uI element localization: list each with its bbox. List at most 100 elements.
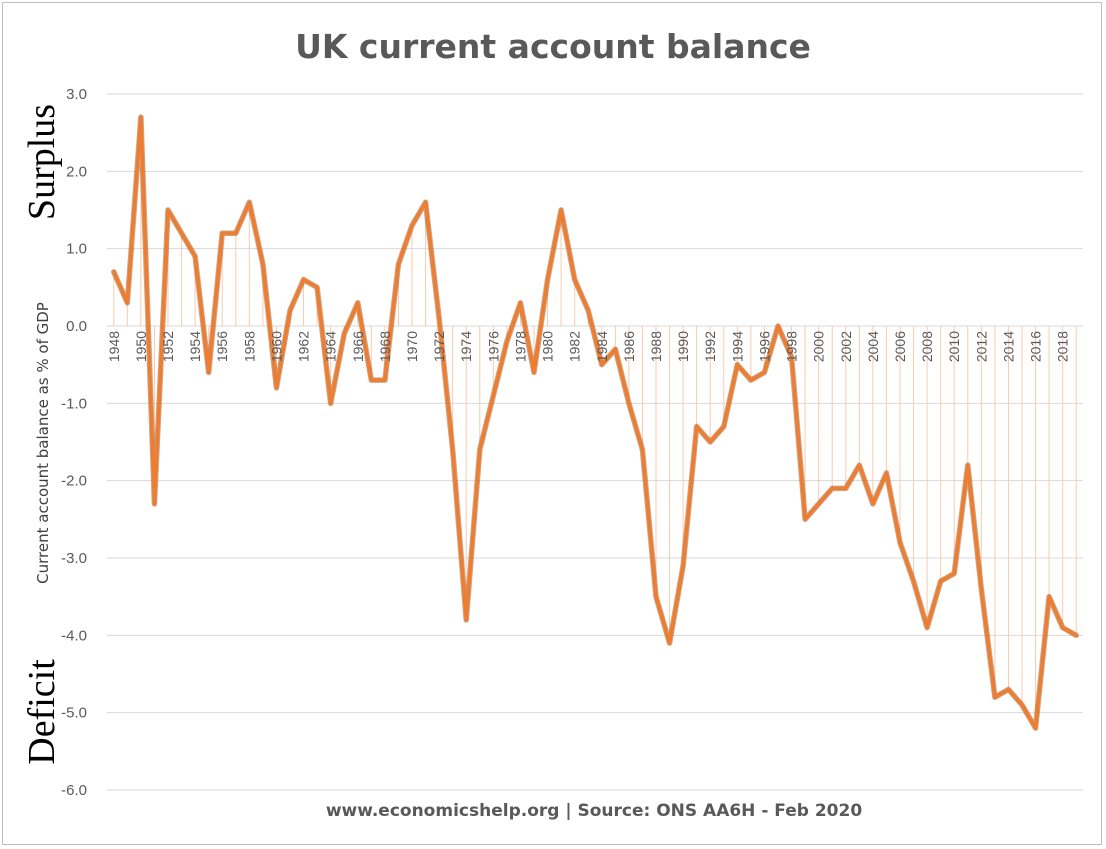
x-tick-label: 1974 bbox=[458, 331, 474, 362]
chart-title: UK current account balance bbox=[295, 27, 811, 66]
data-point bbox=[790, 355, 794, 359]
x-tick-label: 1968 bbox=[377, 331, 393, 362]
data-point bbox=[464, 618, 468, 622]
data-point bbox=[803, 517, 807, 521]
y-tick-label: -3.0 bbox=[61, 550, 87, 567]
data-point bbox=[329, 401, 333, 405]
data-point bbox=[912, 579, 916, 583]
data-point bbox=[613, 347, 617, 351]
series-line-shadow bbox=[111, 114, 1079, 731]
data-point bbox=[180, 231, 184, 235]
data-point bbox=[166, 208, 170, 212]
data-point bbox=[871, 502, 875, 506]
data-point bbox=[925, 626, 929, 630]
data-point bbox=[234, 231, 238, 235]
data-point bbox=[1034, 726, 1038, 730]
data-point bbox=[247, 200, 251, 204]
data-point bbox=[857, 463, 861, 467]
data-point bbox=[112, 270, 116, 274]
data-point bbox=[952, 571, 956, 575]
x-tick-label: 1972 bbox=[431, 331, 447, 362]
x-tick-label: 1952 bbox=[160, 331, 176, 362]
x-tick-label: 1964 bbox=[323, 331, 339, 362]
x-tick-label: 1958 bbox=[241, 331, 257, 362]
y-tick-label: -5.0 bbox=[61, 705, 87, 722]
data-point bbox=[627, 401, 631, 405]
x-tick-label: 1980 bbox=[540, 331, 556, 362]
data-point bbox=[152, 502, 156, 506]
x-tick-label: 1948 bbox=[106, 331, 122, 362]
x-tick-label: 1996 bbox=[756, 331, 772, 362]
x-tick-label: 1988 bbox=[648, 331, 664, 362]
data-point bbox=[722, 425, 726, 429]
data-point bbox=[573, 278, 577, 282]
data-point bbox=[315, 285, 319, 289]
x-tick-label: 1984 bbox=[594, 331, 610, 362]
x-tick-label: 2008 bbox=[919, 331, 935, 362]
data-point bbox=[220, 231, 224, 235]
x-tick-label: 1998 bbox=[784, 331, 800, 362]
data-point bbox=[640, 448, 644, 452]
x-tick-label: 1966 bbox=[350, 331, 366, 362]
data-point bbox=[505, 339, 509, 343]
x-tick-label: 2018 bbox=[1055, 331, 1071, 362]
x-tick-label: 1992 bbox=[702, 331, 718, 362]
y-tick-label: -6.0 bbox=[61, 782, 87, 799]
x-tick-label: 1990 bbox=[675, 331, 691, 362]
data-point bbox=[884, 471, 888, 475]
data-point bbox=[817, 502, 821, 506]
data-point bbox=[668, 641, 672, 645]
y-tick-labels: 3.0 2.0 1.0 0.0 -1.0 -2.0 -3.0 -4.0 -5.0 -6.0 bbox=[61, 86, 87, 799]
x-tick-label: 1956 bbox=[214, 331, 230, 362]
data-point bbox=[762, 370, 766, 374]
data-point bbox=[735, 363, 739, 367]
drop-lines bbox=[113, 117, 1077, 729]
data-point bbox=[546, 278, 550, 282]
deficit-label: Deficit bbox=[21, 659, 63, 765]
data-point bbox=[559, 208, 563, 212]
data-point bbox=[749, 378, 753, 382]
data-point bbox=[274, 386, 278, 390]
data-point bbox=[1020, 703, 1024, 707]
x-tick-label: 1994 bbox=[729, 331, 745, 362]
y-tick-label: 0.0 bbox=[66, 318, 87, 335]
surplus-label: Surplus bbox=[21, 104, 63, 220]
y-axis-label: Current account balance as % of GDP bbox=[34, 302, 52, 584]
data-point bbox=[898, 541, 902, 545]
data-point bbox=[491, 394, 495, 398]
series-line bbox=[112, 115, 1078, 730]
data-point bbox=[193, 254, 197, 258]
x-tick-label: 2010 bbox=[946, 331, 962, 362]
data-point bbox=[342, 332, 346, 336]
data-point bbox=[993, 695, 997, 699]
data-point bbox=[600, 363, 604, 367]
source-note: www.economicshelp.org | Source: ONS AA6H… bbox=[326, 801, 863, 821]
x-tick-label: 1960 bbox=[268, 331, 284, 362]
x-tick-label: 1954 bbox=[187, 331, 203, 362]
data-point bbox=[966, 463, 970, 467]
data-point bbox=[1074, 633, 1078, 637]
x-tick-label: 1950 bbox=[133, 331, 149, 362]
y-tick-label: 1.0 bbox=[66, 241, 87, 258]
data-point bbox=[478, 448, 482, 452]
x-tick-label: 1976 bbox=[485, 331, 501, 362]
x-tick-label: 2002 bbox=[838, 331, 854, 362]
data-point bbox=[302, 278, 306, 282]
x-tick-label: 1978 bbox=[512, 331, 528, 362]
data-point bbox=[1006, 687, 1010, 691]
x-tick-labels: 1948 1950 1952 1954 1956 1958 1960 1962 1964 1966… bbox=[106, 331, 1071, 362]
data-point bbox=[383, 378, 387, 382]
data-point bbox=[261, 262, 265, 266]
series-line-layer bbox=[111, 114, 1079, 731]
data-point bbox=[1047, 595, 1051, 599]
data-point bbox=[681, 564, 685, 568]
data-point bbox=[125, 301, 129, 305]
data-point bbox=[451, 448, 455, 452]
data-point bbox=[586, 309, 590, 313]
data-point bbox=[369, 378, 373, 382]
x-tick-label: 2012 bbox=[973, 331, 989, 362]
data-point bbox=[695, 425, 699, 429]
data-point bbox=[410, 223, 414, 227]
